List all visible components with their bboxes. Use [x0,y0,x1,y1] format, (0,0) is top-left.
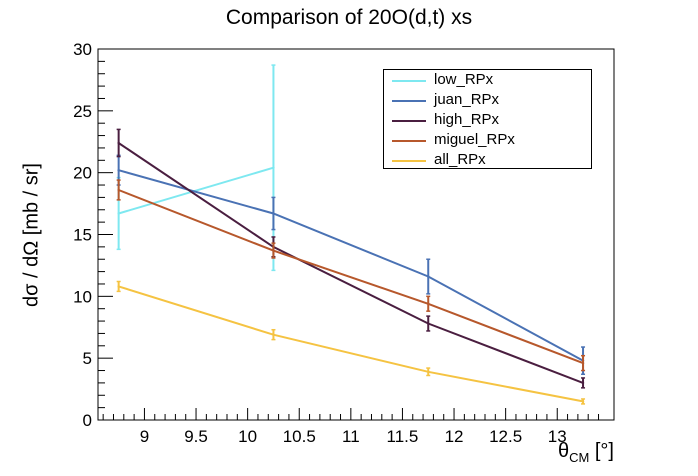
series-all [116,280,586,405]
data-point-all [581,400,585,403]
series-miguel [116,179,586,372]
y-tick-label: 30 [73,40,92,59]
legend-item-juan: juan_RPx [384,90,591,110]
y-axis: 0 5 10 15 20 25 30 [73,40,113,430]
y-axis-label: dσ / dΩ [mb / sr] [20,163,43,307]
legend-label-miguel: miguel_RPx [434,131,515,148]
x-tick-label: 12 [445,427,464,446]
series-line-all [118,285,584,403]
legend-swatch-low [392,80,426,82]
data-point-all [427,370,430,373]
legend-label-high: high_RPx [434,111,500,128]
y-tick-label: 10 [73,287,92,306]
x-tick-label: 10.5 [283,427,316,446]
legend-item-all: all_RPx [384,150,591,170]
x-tick-label: 9 [140,427,149,446]
x-tick-label: 12.5 [489,427,522,446]
x-tick-label: 10 [238,427,257,446]
data-point-miguel [117,188,120,192]
series-layer [116,64,586,405]
legend-swatch-juan [392,100,426,102]
legend-swatch-miguel [392,140,426,142]
data-point-miguel [272,249,275,252]
legend-item-low: low_RPx [384,70,591,90]
legend-label-all: all_RPx [434,151,486,168]
data-point-low [272,166,275,169]
series-line-miguel [118,189,584,365]
legend-swatch-high [392,120,426,122]
data-point-miguel [581,361,585,365]
chart-title: Comparison of 20O(d,t) xs [225,6,473,29]
x-tick-label: 11.5 [387,427,419,446]
data-point-high [427,322,430,325]
data-point-all [117,285,120,288]
series-line-juan [118,169,584,362]
x-tick-label: 9.5 [184,427,208,446]
legend: low_RPx juan_RPx high_RPx miguel_RPx all… [383,69,592,169]
y-tick-label: 0 [83,411,92,430]
data-point-juan [272,212,275,215]
legend-label-juan: juan_RPx [434,91,500,108]
y-tick-label: 20 [73,164,92,183]
data-point-juan [117,168,120,172]
x-axis-label-main: θ [557,440,570,462]
data-point-high [117,141,120,145]
x-axis-label-unit: [°] [594,440,614,462]
legend-item-miguel: miguel_RPx [384,130,591,150]
x-axis: 9 9.5 10 10.5 11 11.5 12 12.5 13 [102,408,600,446]
y-tick-label: 15 [73,226,92,245]
y-tick-label: 5 [83,349,92,368]
data-point-low [117,212,120,215]
series-low [116,64,276,272]
legend-swatch-all [392,160,426,162]
data-point-juan [427,275,430,278]
x-axis-label: θCM [°] [558,440,614,465]
series-line-high [118,142,584,384]
data-point-high [581,381,585,385]
data-point-all [272,333,275,336]
series-line-low [118,166,274,215]
legend-item-high: high_RPx [384,110,591,130]
x-tick-label: 11 [342,427,360,446]
x-tick-label: 13 [548,427,567,446]
data-point-miguel [427,302,430,305]
x-axis-label-sub: CM [569,450,590,465]
legend-label-low: low_RPx [434,71,494,88]
y-tick-label: 25 [73,102,92,121]
